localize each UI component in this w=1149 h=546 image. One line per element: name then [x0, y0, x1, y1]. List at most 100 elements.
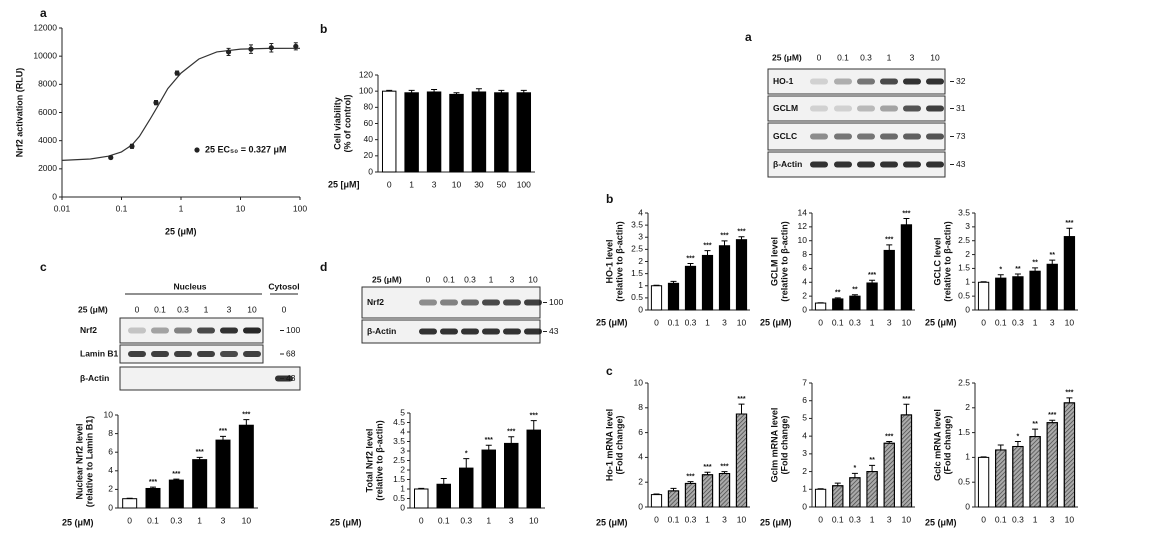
blot-band: [243, 327, 261, 334]
significance: ***: [720, 464, 728, 471]
bar: [238, 424, 254, 509]
error-bar: [508, 436, 515, 444]
y-tick-label: 10: [104, 409, 114, 419]
x-tick-label: 0.3: [170, 515, 182, 525]
error-bar: [150, 486, 156, 489]
bar-hatch: [718, 473, 731, 508]
blot-band: [857, 133, 875, 140]
group-label: Cytosol: [268, 281, 299, 291]
x-tick-label: 0: [419, 515, 424, 525]
bar: [436, 483, 451, 509]
lane-label: 10: [528, 274, 538, 284]
y-axis-label: (Fold change): [614, 416, 624, 475]
y-axis-label: Nrf2 activation (RLU): [14, 68, 24, 158]
lane-label: 0: [135, 304, 140, 314]
bar: [1063, 236, 1076, 311]
significance: *: [465, 450, 468, 457]
x-tick-label: 1: [1033, 514, 1038, 524]
bar-hatch: [849, 477, 861, 508]
blot-band: [419, 299, 437, 306]
lane-label: 0: [817, 52, 822, 62]
y-tick-label: 12: [798, 221, 808, 231]
row-label: HO-1: [773, 76, 794, 86]
y-tick-label: 4.5: [393, 417, 405, 427]
blot-band: [503, 328, 521, 335]
error-bar: [886, 244, 893, 251]
y-tick-label: 0: [638, 304, 643, 314]
bar: [832, 298, 844, 311]
significance: **: [1032, 421, 1038, 428]
fit-curve: [61, 47, 301, 161]
error-bar: [903, 403, 910, 415]
x-tick-label: 1: [1033, 317, 1038, 327]
blot-band: [834, 133, 852, 140]
y-tick-label: 0: [52, 191, 57, 201]
x-tick-label: 3: [221, 515, 226, 525]
bar: [977, 281, 990, 311]
blot-band: [128, 327, 146, 334]
y-tick-label: 2: [638, 476, 643, 486]
bar: [701, 254, 714, 311]
bar: [426, 91, 442, 173]
x-tick-label: 0: [654, 317, 659, 327]
bar-hatch: [900, 414, 913, 508]
significance: **: [1050, 252, 1056, 259]
y-tick-label: 7: [802, 377, 807, 387]
bar: [414, 488, 429, 509]
y-tick-label: 6: [108, 446, 113, 456]
bar: [1046, 263, 1058, 311]
lane-label: 0: [282, 304, 287, 314]
mw-label: 43: [286, 373, 296, 383]
x-tick-label: 0.1: [832, 514, 844, 524]
significance: **: [835, 290, 841, 297]
bar: [494, 92, 509, 173]
significance: ***: [1048, 412, 1056, 419]
bar-hatch: [995, 449, 1007, 508]
error-bar: [721, 240, 728, 246]
x-tick-label: 10: [1065, 317, 1075, 327]
y-tick-label: 2000: [38, 163, 57, 173]
x-tick-label: 0.3: [685, 317, 697, 327]
x-tick-label: 0: [818, 514, 823, 524]
error-bar: [817, 488, 824, 490]
y-tick-label: 8: [802, 249, 807, 259]
y-axis-label: Gclc mRNA level: [932, 409, 942, 481]
error-bar: [687, 262, 694, 267]
x-tick-label: 0.01: [54, 203, 71, 213]
y-tick-label: 80: [364, 102, 374, 112]
x-tick-label: 0.1: [668, 514, 680, 524]
lane-label: 3: [227, 304, 232, 314]
y-tick-label: 1.5: [958, 263, 970, 273]
blot-band: [151, 327, 169, 334]
blot-band: [524, 299, 542, 306]
y-tick-label: 4: [638, 452, 643, 462]
error-bar: [738, 236, 745, 240]
y-tick-label: 8: [108, 428, 113, 438]
bar: [526, 429, 541, 509]
blot-band: [151, 351, 169, 357]
row-label: GCLM: [773, 103, 798, 113]
bar: [215, 439, 231, 509]
error-bar: [980, 281, 987, 283]
x-tick-label: 1: [870, 514, 875, 524]
y-tick-label: 40: [364, 134, 374, 144]
bar: [900, 224, 913, 311]
panel-label: b: [320, 22, 327, 36]
blot-band: [482, 328, 500, 335]
error-bar: [1049, 419, 1056, 423]
x-tick-label: 0.1: [116, 203, 128, 213]
legend-marker: [194, 147, 200, 153]
y-tick-label: 4: [108, 465, 113, 475]
x-tick-label: 0.1: [995, 317, 1007, 327]
blot-panel: [767, 68, 946, 95]
error-bar: [1066, 397, 1073, 403]
y-tick-label: 2.5: [958, 377, 970, 387]
error-bar: [475, 88, 482, 92]
y-tick-label: 2: [400, 464, 405, 474]
error-bar: [687, 481, 694, 484]
blot-band: [810, 161, 828, 168]
row-label: Lamin B1: [80, 348, 119, 358]
x-tick-label: 3: [887, 514, 892, 524]
bar: [516, 92, 532, 173]
